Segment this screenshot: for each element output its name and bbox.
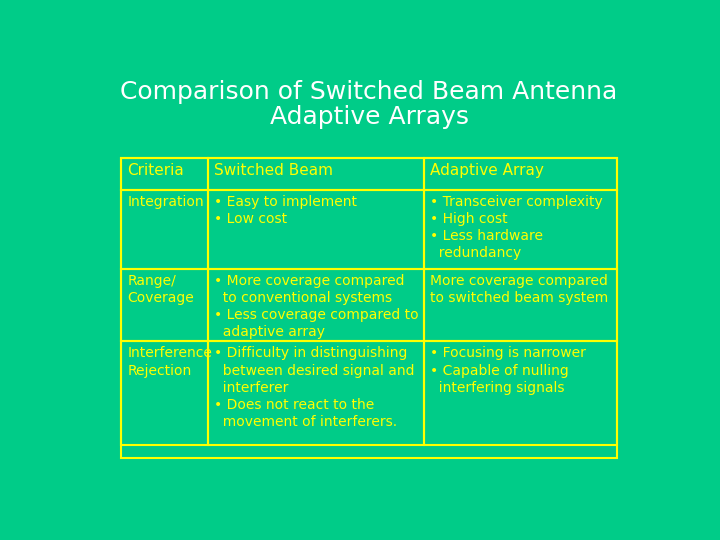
Text: Range/
Coverage: Range/ Coverage bbox=[127, 274, 194, 305]
Bar bbox=[423, 341, 617, 446]
Bar bbox=[207, 190, 423, 268]
Text: Integration: Integration bbox=[127, 194, 204, 208]
Bar bbox=[121, 158, 617, 458]
Text: Switched Beam: Switched Beam bbox=[215, 163, 333, 178]
Bar bbox=[423, 158, 617, 190]
Text: Adaptive Arrays: Adaptive Arrays bbox=[269, 105, 469, 129]
Text: Comparison of Switched Beam Antenna: Comparison of Switched Beam Antenna bbox=[120, 80, 618, 104]
Bar bbox=[207, 268, 423, 341]
Bar bbox=[121, 158, 207, 190]
Bar bbox=[121, 268, 207, 341]
Bar bbox=[121, 341, 207, 446]
Text: • Focusing is narrower
• Capable of nulling
  interfering signals: • Focusing is narrower • Capable of null… bbox=[431, 346, 586, 395]
Bar bbox=[121, 190, 207, 268]
Text: More coverage compared
to switched beam system: More coverage compared to switched beam … bbox=[431, 274, 608, 305]
Bar bbox=[423, 268, 617, 341]
Bar bbox=[207, 341, 423, 446]
Text: • Transceiver complexity
• High cost
• Less hardware
  redundancy: • Transceiver complexity • High cost • L… bbox=[431, 194, 603, 260]
Text: Interference
Rejection: Interference Rejection bbox=[127, 346, 212, 377]
Text: • Difficulty in distinguishing
  between desired signal and
  interferer
• Does : • Difficulty in distinguishing between d… bbox=[215, 346, 415, 429]
Text: Adaptive Array: Adaptive Array bbox=[431, 163, 544, 178]
Text: Criteria: Criteria bbox=[127, 163, 184, 178]
Text: • More coverage compared
  to conventional systems
• Less coverage compared to
 : • More coverage compared to conventional… bbox=[215, 274, 419, 340]
Bar bbox=[207, 158, 423, 190]
Text: • Easy to implement
• Low cost: • Easy to implement • Low cost bbox=[215, 194, 357, 226]
Bar bbox=[423, 190, 617, 268]
